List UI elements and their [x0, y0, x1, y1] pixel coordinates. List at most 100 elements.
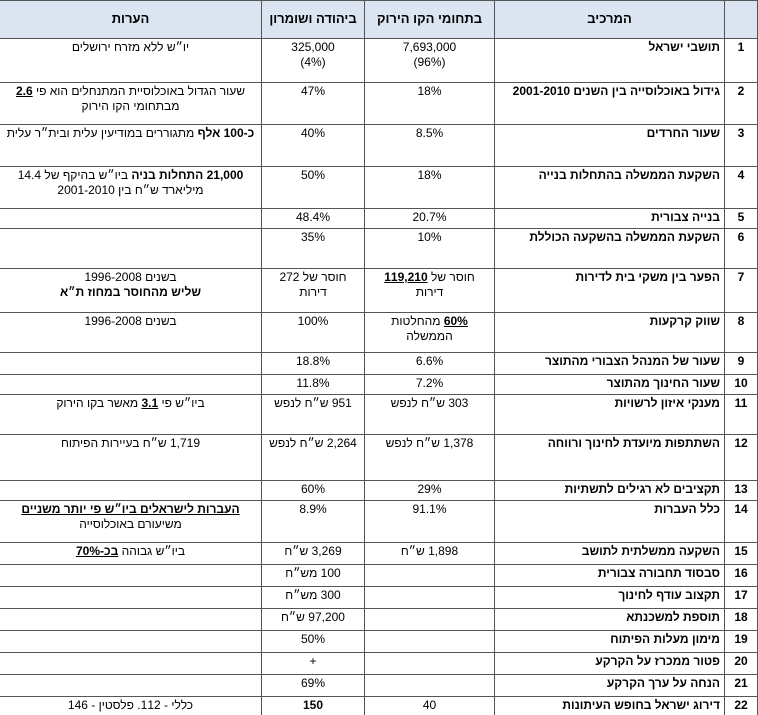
row: 3 שעור החרדים 8.5% 40% כ-100 אלף מתגוררי… — [0, 124, 758, 167]
cell: 10% — [364, 228, 495, 269]
cell: סבסוד תחבורה צבורית — [494, 564, 725, 587]
cell: 60% — [261, 480, 365, 501]
cell: השקעת הממשלה בהתחלות בנייה — [494, 166, 725, 209]
row: 15 השקעה ממשלתית לתושב 1,898 ש״ח 3,269 ש… — [0, 542, 758, 565]
cell — [0, 674, 262, 697]
cell: 16 — [724, 564, 758, 587]
cell: 100 מש״ח — [261, 564, 365, 587]
cell — [364, 674, 495, 697]
text: שעור הגדול באוכלוסיית המתנחלים הוא פי — [32, 84, 246, 98]
cell: 15 — [724, 542, 758, 565]
row: 10 שעור החינוך מהתוצר 7.2% 11.8% — [0, 374, 758, 395]
cell: 150 — [261, 696, 365, 715]
cell — [0, 208, 262, 229]
cell: 47% — [261, 82, 365, 125]
text: ביו״ש בהיקף של 14.4 מיליארד ש״ח בין 2001… — [17, 168, 204, 197]
cell: 35% — [261, 228, 365, 269]
cell: 91.1% — [364, 500, 495, 543]
text: מהחלטות הממשלה — [391, 314, 453, 343]
text: (96%) — [413, 55, 446, 69]
cell: 9 — [724, 352, 758, 375]
cell: בשנים 1996-2008 שליש מהחוסר במחוז ת״א — [0, 268, 262, 313]
cell: 3,269 ש״ח — [261, 542, 365, 565]
text: מאשר בקו הירוק — [56, 396, 142, 410]
row: 21 הנחה על ערך הקרקע 69% — [0, 674, 758, 697]
cell: בשנים 1996-2008 — [0, 312, 262, 353]
row: 8 שווק קרקעות 60% מהחלטות הממשלה 100% בש… — [0, 312, 758, 353]
cell: 3 — [724, 124, 758, 167]
row: 14 כלל העברות 91.1% 8.9% העברות לישראלים… — [0, 500, 758, 543]
cell: 8 — [724, 312, 758, 353]
cell: ביו״ש גבוהה בכ-70% — [0, 542, 262, 565]
cell: כללי - 112. פלסטין - 146 — [0, 696, 262, 715]
cell: 1,378 ש״ח לנפש — [364, 434, 495, 481]
row: 18 תוספת למשכנתא 97,200 ש״ח — [0, 608, 758, 631]
cell — [364, 652, 495, 675]
cell: כ-100 אלף מתגוררים במודיעין עלית ובית״ר … — [0, 124, 262, 167]
cell: השתתפות מיועדת לחינוך ורווחה — [494, 434, 725, 481]
text: 325,000 — [291, 40, 335, 54]
text: 119,210 — [384, 270, 428, 284]
cell: תקצוב עודף לחינוך — [494, 586, 725, 609]
cell: שעור החינוך מהתוצר — [494, 374, 725, 395]
cell: שעור של המנהל הצבורי מהתוצר — [494, 352, 725, 375]
text: שליש מהחוסר במחוז ת״א — [59, 285, 202, 299]
text: 2.6 — [15, 84, 33, 98]
text: 3.1 — [141, 396, 159, 410]
row: 9 שעור של המנהל הצבורי מהתוצר 6.6% 18.8% — [0, 352, 758, 375]
cell — [0, 352, 262, 375]
cell: + — [261, 652, 365, 675]
cell: 20.7% — [364, 208, 495, 229]
text: ביו״ש גבוהה — [118, 544, 185, 558]
row: 16 סבסוד תחבורה צבורית 100 מש״ח — [0, 564, 758, 587]
cell: 19 — [724, 630, 758, 653]
row: 2 גידול באוכלוסייה בין השנים 2001-2010 1… — [0, 82, 758, 125]
cell: 21 — [724, 674, 758, 697]
cell: 2 — [724, 82, 758, 125]
cell: מענקי איזון לרשויות — [494, 394, 725, 435]
cell: 40% — [261, 124, 365, 167]
text: 7,693,000 — [402, 40, 457, 54]
text: כ-100 אלף — [197, 126, 255, 140]
cell: 17 — [724, 586, 758, 609]
cell: 6.6% — [364, 352, 495, 375]
cell: 18% — [364, 82, 495, 125]
row: 13 תקציבים לא רגילים לתשתיות 29% 60% — [0, 480, 758, 501]
row: 4 השקעת הממשלה בהתחלות בנייה 18% 50% 21,… — [0, 166, 758, 209]
cell: 11 — [724, 394, 758, 435]
cell: שווק קרקעות — [494, 312, 725, 353]
cell — [364, 586, 495, 609]
header-row: המרכיב בתחומי הקו הירוק ביהודה ושומרון ה… — [0, 0, 758, 39]
cell: 325,000 (4%) — [261, 38, 365, 83]
cell: 4 — [724, 166, 758, 209]
text: דירות — [415, 285, 444, 299]
cell — [0, 630, 262, 653]
cell — [364, 630, 495, 653]
cell: 48.4% — [261, 208, 365, 229]
cell: 8.9% — [261, 500, 365, 543]
text: מתגוררים במודיעין עלית ובית״ר עלית — [6, 126, 198, 140]
cell: 8.5% — [364, 124, 495, 167]
cell: 50% — [261, 166, 365, 209]
cell: דירוג ישראל בחופש העיתונות — [494, 696, 725, 715]
cell: 951 ש״ח לנפש — [261, 394, 365, 435]
row: 5 בנייה צבורית 20.7% 48.4% — [0, 208, 758, 229]
row: 12 השתתפות מיועדת לחינוך ורווחה 1,378 ש״… — [0, 434, 758, 481]
cell: מימון מעלות הפיתוח — [494, 630, 725, 653]
cell: 11.8% — [261, 374, 365, 395]
cell: 7,693,000 (96%) — [364, 38, 495, 83]
cell: 1 — [724, 38, 758, 83]
cell: שעור החרדים — [494, 124, 725, 167]
cell: 1,898 ש״ח — [364, 542, 495, 565]
cell: 100% — [261, 312, 365, 353]
cell: הפער בין משקי בית לדירות — [494, 268, 725, 313]
cell: בנייה צבורית — [494, 208, 725, 229]
cell: 7.2% — [364, 374, 495, 395]
text: 60% — [443, 314, 468, 328]
cell: 13 — [724, 480, 758, 501]
text: חוסר של — [427, 270, 475, 284]
header-cell: המרכיב — [494, 0, 725, 39]
cell: תקציבים לא רגילים לתשתיות — [494, 480, 725, 501]
text: בשנים 1996-2008 — [84, 270, 177, 284]
